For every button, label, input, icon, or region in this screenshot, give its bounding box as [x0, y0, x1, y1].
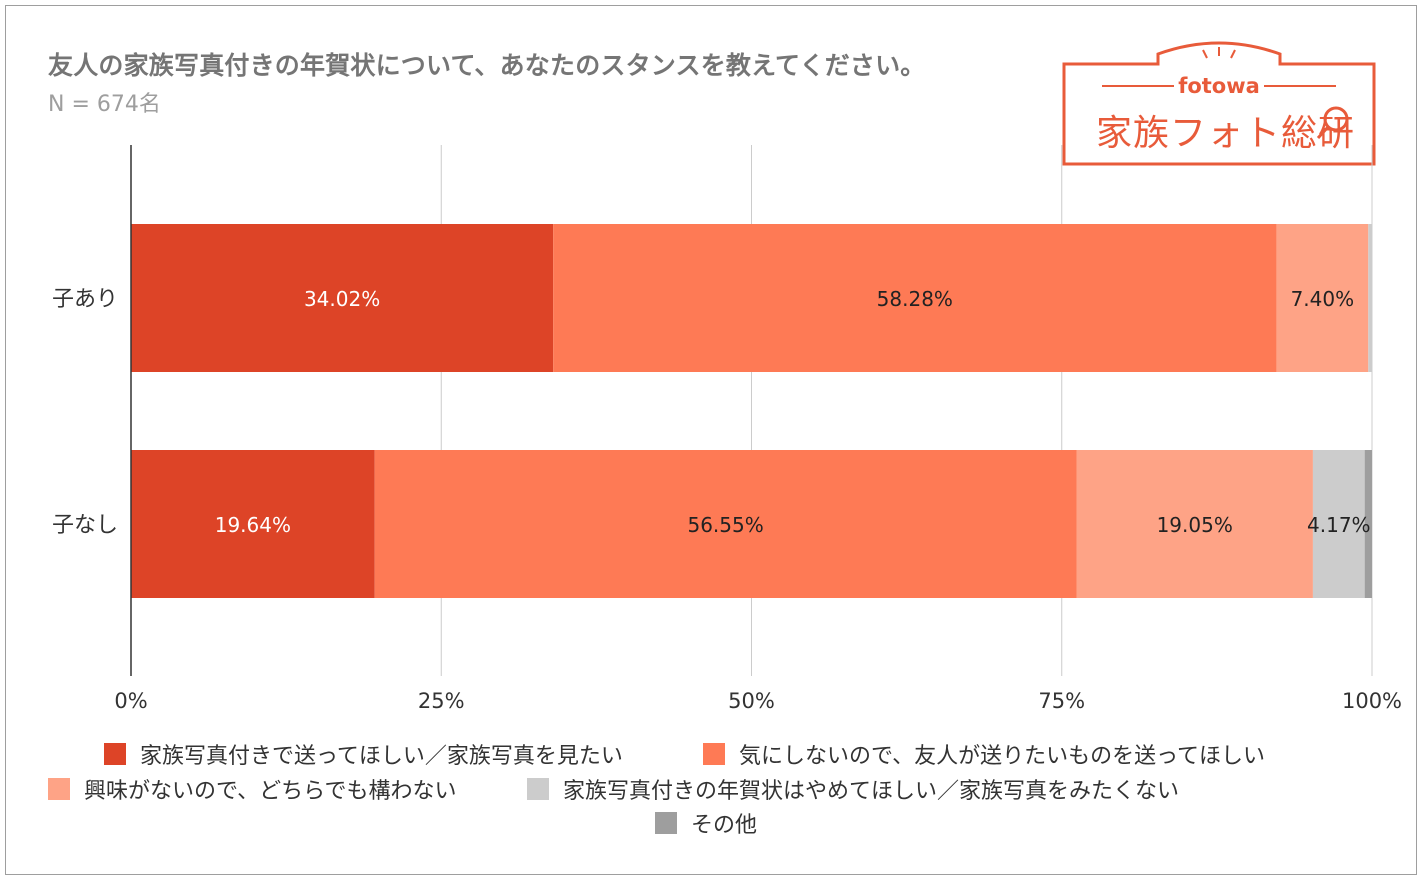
x-tick-label-2: 50% — [728, 689, 775, 713]
chart-title: 友人の家族写真付きの年賀状について、あなたのスタンスを教えてください。 — [48, 51, 926, 80]
fotowa-logo: fotowa 家族フォト総研 — [1062, 38, 1376, 166]
x-tick-label-0: 0% — [114, 689, 147, 713]
legend-label-4: 家族写真付きの年賀状はやめてほしい／家族写真をみたくない — [563, 779, 1180, 804]
legend-label-2: 気にしないので、友人が送りたいものを送ってほしい — [739, 744, 1266, 769]
legend-item-series-3: 興味がないので、どちらでも構わない — [48, 773, 456, 805]
logo-name-text: 家族フォト総研 — [1096, 113, 1356, 154]
legend-label-5: その他 — [691, 813, 758, 838]
bar-r1-s4 — [1364, 450, 1372, 598]
category-label-0: 子あり — [52, 287, 118, 312]
legend-swatch-2 — [703, 743, 725, 765]
legend-swatch-4 — [527, 778, 549, 800]
legend-swatch-5 — [655, 812, 677, 834]
category-label-1: 子なし — [52, 513, 118, 538]
logo-badge-shape — [1062, 41, 1376, 166]
legend-label-1: 家族写真付きで送ってほしい／家族写真を見たい — [140, 744, 623, 769]
data-label-r1-s3: 4.17% — [1307, 513, 1371, 537]
logo-brand-text: fotowa — [1178, 74, 1260, 98]
chart-subtitle: N = 674名 — [48, 92, 161, 117]
legend-item-series-4: 家族写真付きの年賀状はやめてほしい／家族写真をみたくない — [527, 773, 1179, 805]
data-label-r1-s1: 56.55% — [687, 513, 763, 537]
x-tick-label-1: 25% — [418, 689, 465, 713]
data-label-r0-s2: 7.40% — [1291, 287, 1355, 311]
bar-r0-s1 — [553, 224, 1277, 372]
data-label-r0-s0: 34.02% — [304, 287, 380, 311]
legend-swatch-1 — [104, 743, 126, 765]
bar-r0-s2 — [1276, 224, 1369, 372]
bar-r0-s3 — [1368, 224, 1372, 372]
x-tick-label-3: 75% — [1038, 689, 1085, 713]
legend-label-3: 興味がないので、どちらでも構わない — [84, 779, 457, 804]
bar-r1-s1 — [374, 450, 1077, 598]
data-label-r1-s0: 19.64% — [215, 513, 291, 537]
legend-item-series-2: 気にしないので、友人が送りたいものを送ってほしい — [703, 738, 1265, 770]
magnifier-icon — [1316, 106, 1349, 140]
data-label-r1-s2: 19.05% — [1157, 513, 1233, 537]
legend-item-series-5: その他 — [655, 807, 757, 839]
x-tick-label-4: 100% — [1342, 689, 1402, 713]
bar-r1-s3 — [1312, 450, 1365, 598]
bar-r1-s0 — [131, 450, 375, 598]
data-label-r0-s1: 58.28% — [877, 287, 953, 311]
legend-item-series-1: 家族写真付きで送ってほしい／家族写真を見たい — [104, 738, 623, 770]
bar-r1-s2 — [1076, 450, 1313, 598]
legend-swatch-3 — [48, 778, 70, 800]
bar-r0-s0 — [131, 224, 554, 372]
